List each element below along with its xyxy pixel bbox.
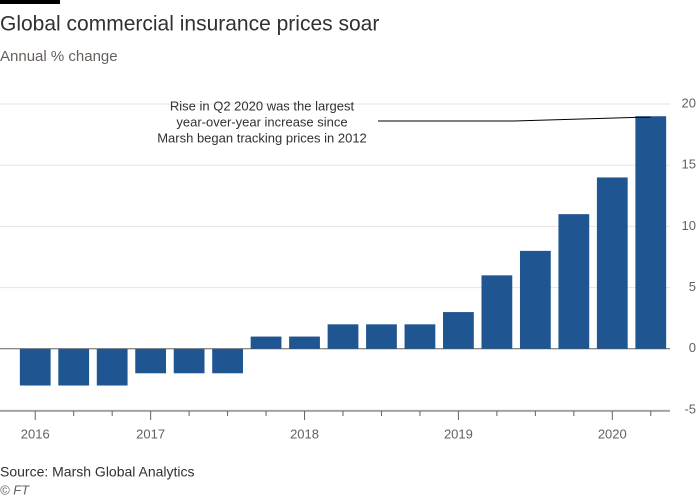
bar xyxy=(250,336,282,349)
bar xyxy=(135,348,167,374)
x-tick-label: 2018 xyxy=(290,426,319,441)
bar xyxy=(481,275,513,349)
bar xyxy=(289,336,320,349)
bar xyxy=(327,324,359,349)
source: Source: Marsh Global Analytics xyxy=(0,464,195,480)
chart-subtitle: Annual % change xyxy=(0,48,118,65)
bar xyxy=(404,324,436,349)
annotation-leader xyxy=(378,116,651,122)
bar xyxy=(558,214,590,349)
y-tick-label: 0 xyxy=(689,340,696,355)
annotation: Rise in Q2 2020 was the largest xyxy=(170,98,355,113)
x-tick-label: 2016 xyxy=(21,426,50,441)
chart-title: Global commercial insurance prices soar xyxy=(0,13,379,36)
credit: © FT xyxy=(0,482,30,497)
y-tick-label: 20 xyxy=(682,95,696,110)
bar xyxy=(443,312,474,349)
x-tick-label: 2020 xyxy=(598,426,627,441)
bar xyxy=(366,324,397,349)
bar xyxy=(212,348,243,374)
y-tick-label: -5 xyxy=(684,401,696,416)
y-tick-label: 15 xyxy=(682,157,696,172)
x-tick-label: 2017 xyxy=(136,426,165,441)
y-tick-label: 5 xyxy=(689,279,696,294)
bar xyxy=(19,348,51,386)
annotation: year-over-year increase since xyxy=(176,114,347,129)
x-tick-label: 2019 xyxy=(444,426,473,441)
bar xyxy=(173,348,205,374)
bar xyxy=(519,250,551,349)
bar xyxy=(596,177,628,349)
bar xyxy=(635,116,667,349)
bar xyxy=(96,348,128,386)
bar xyxy=(58,348,90,386)
y-tick-label: 10 xyxy=(682,218,696,233)
annotation: Marsh began tracking prices in 2012 xyxy=(157,130,367,145)
brand-bar xyxy=(0,0,60,4)
